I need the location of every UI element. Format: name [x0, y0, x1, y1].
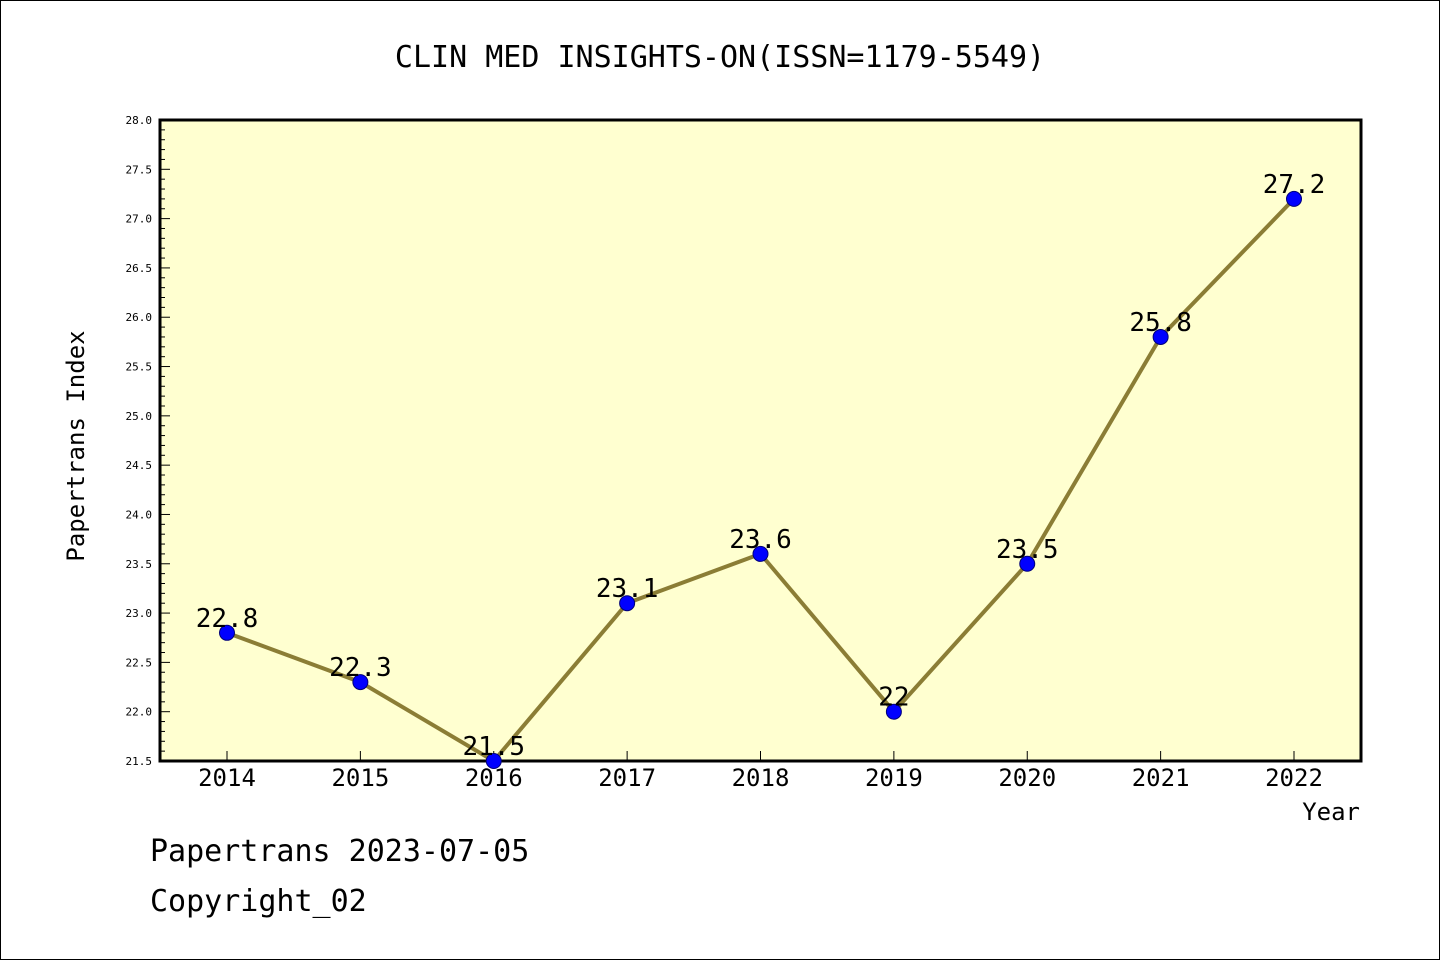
data-point [485, 753, 502, 769]
x-tick-label: 2022 [1265, 764, 1323, 792]
data-point [619, 595, 636, 612]
data-label: 23.6 [729, 525, 792, 555]
plot-area [158, 118, 1363, 763]
x-axis-label: Year [1302, 798, 1360, 826]
data-point [352, 674, 369, 691]
y-tick-label: 23.0 [126, 607, 153, 620]
y-tick-label: 22.5 [126, 656, 153, 669]
y-tick-label: 26.0 [126, 311, 153, 324]
y-tick-label: 25.5 [126, 361, 153, 374]
y-tick-label: 21.5 [126, 755, 153, 768]
x-tick-label: 2014 [198, 764, 256, 792]
y-tick-label: 28.0 [126, 114, 153, 127]
x-tick-label: 2015 [331, 764, 389, 792]
y-tick-label: 24.0 [126, 508, 153, 521]
data-label: 23.1 [596, 574, 659, 604]
x-axis: 2014 2015 2016 2017 2018 2019 2020 2021 2022 [198, 751, 1323, 792]
y-tick-label: 23.5 [126, 558, 153, 571]
data-label: 22.8 [196, 604, 259, 634]
data-label: 25.8 [1129, 308, 1192, 338]
y-axis-label: Papertrans Index [62, 330, 90, 561]
x-tick-label: 2017 [598, 764, 656, 792]
data-label: 27.2 [1263, 170, 1326, 200]
data-point [752, 545, 769, 562]
y-tick-label: 26.5 [126, 262, 153, 275]
y-tick-label: 22.0 [126, 706, 153, 719]
y-tick-label: 24.5 [126, 459, 153, 472]
footer-date: Papertrans 2023-07-05 [150, 834, 530, 869]
data-label: 21.5 [462, 732, 525, 762]
series-group: 22.8 22.3 21.5 23.1 23.6 22 23.5 25.8 27.2 [196, 170, 1326, 769]
y-tick-label: 27.0 [126, 213, 153, 226]
data-label: 22 [878, 683, 909, 713]
y-tick-label: 25.0 [126, 410, 153, 423]
data-label: 22.3 [329, 653, 392, 683]
y-tick-label: 27.5 [126, 163, 153, 176]
x-tick-label: 2021 [1132, 764, 1190, 792]
data-label: 23.5 [996, 535, 1059, 565]
data-point [219, 624, 235, 641]
data-point [1152, 328, 1169, 345]
x-tick-label: 2018 [732, 764, 790, 792]
x-tick-label: 2020 [998, 764, 1056, 792]
y-axis: 21.5 22.0 22.5 23.0 23.5 24.0 24.5 25.0 25.5 26.0… [126, 114, 170, 768]
x-tick-label: 2019 [865, 764, 923, 792]
chart-title: CLIN MED INSIGHTS-ON(ISSN=1179-5549) [395, 40, 1045, 75]
footer-copyright: Copyright_02 [150, 884, 367, 919]
data-point [885, 703, 902, 720]
data-point [1286, 190, 1302, 207]
data-point [1019, 555, 1036, 572]
